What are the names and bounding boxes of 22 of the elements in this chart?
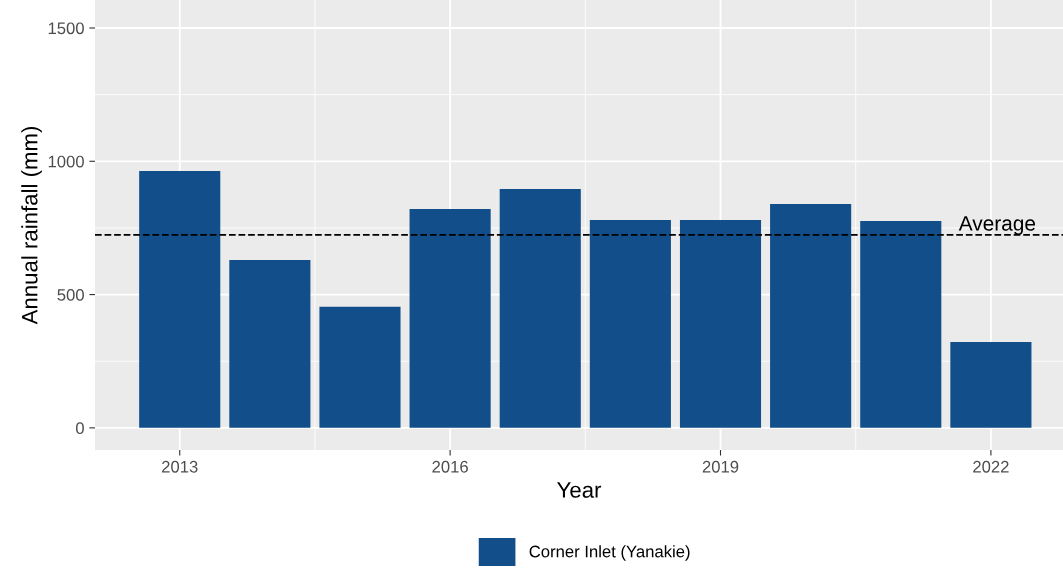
x-axis-title: Year [557,482,602,498]
legend-label: Corner Inlet (Yanakie) [529,545,690,561]
bar [950,342,1032,428]
x-tick-label: 2022 [973,460,1009,473]
bar [860,221,942,428]
bar [679,219,762,428]
y-axis-title: Annual rainfall (mm) [21,126,42,325]
bar [229,259,311,428]
y-tick-label: 1500 [48,22,84,35]
bar [139,170,221,428]
ref-line-label: Average [958,216,1036,235]
bar [589,219,671,428]
x-tick-label: 2019 [702,460,739,473]
y-tick-label: 1000 [48,155,84,168]
bar [499,189,581,428]
y-tick-label: 0 [75,422,84,435]
bar [409,209,491,428]
x-tick-label: 2013 [162,460,198,473]
y-tick-label: 500 [57,288,84,301]
bar [319,306,401,428]
bar [770,203,852,428]
x-tick-label: 2016 [432,460,468,473]
